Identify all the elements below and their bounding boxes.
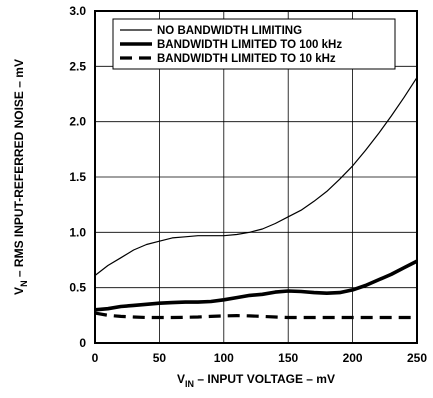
series-lines <box>94 77 418 320</box>
legend-label: NO BANDWIDTH LIMITING <box>157 25 302 37</box>
series-line-2 <box>94 259 418 312</box>
y-tick-label: 0 <box>79 336 86 350</box>
x-tick-label: 250 <box>407 351 427 365</box>
tick-labels: 0 50 100 150 200 250 0 0.5 1.0 1.5 2.0 2.5 3.0 <box>69 4 427 365</box>
legend: NO BANDWIDTH LIMITING BANDWIDTH LIMITED T… <box>112 18 396 70</box>
y-tick-label: 1.0 <box>69 225 86 239</box>
y-tick-label: 2.0 <box>69 115 86 129</box>
x-tick-label: 100 <box>214 351 234 365</box>
legend-label: BANDWIDTH LIMITED TO 100 kHz <box>157 39 342 51</box>
axis-labels: VIN – INPUT VOLTAGE – mV VN – RMS INPUT-R… <box>12 59 335 389</box>
y-tick-label: 1.5 <box>69 170 86 184</box>
y-axis-label: VN – RMS INPUT-REFERRED NOISE – mV <box>12 59 29 295</box>
x-axis-label: VIN – INPUT VOLTAGE – mV <box>177 372 335 389</box>
plot-frame <box>94 10 418 344</box>
legend-box <box>112 18 396 70</box>
legend-label: BANDWIDTH LIMITED TO 10 kHz <box>157 53 336 65</box>
x-tick-label: 0 <box>92 351 99 365</box>
x-tick-label: 50 <box>153 351 167 365</box>
y-tick-label: 0.5 <box>69 281 86 295</box>
y-tick-label: 2.5 <box>69 59 86 73</box>
x-tick-label: 150 <box>278 351 298 365</box>
x-tick-label: 200 <box>343 351 363 365</box>
series-line-3 <box>94 311 417 320</box>
series-line-1 <box>94 77 418 276</box>
y-tick-label: 3.0 <box>69 4 86 18</box>
